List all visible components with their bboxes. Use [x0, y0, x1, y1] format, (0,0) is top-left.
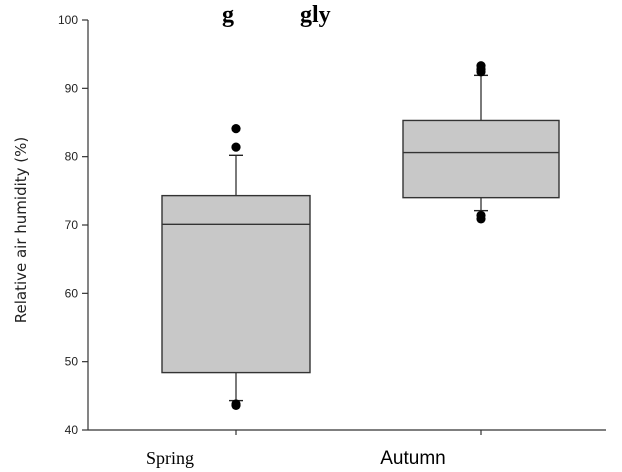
axes: 40 50 60 70 80 90 100	[58, 13, 606, 437]
boxes	[161, 61, 560, 410]
y-tick-label-100: 100	[58, 13, 78, 27]
box-iqr-autumn	[402, 119, 560, 199]
y-axis-title: Relative air humidity (%)	[12, 137, 30, 324]
y-tick-label-70: 70	[65, 218, 79, 232]
y-tick-label-60: 60	[65, 286, 79, 300]
outlier-spring-4	[231, 124, 241, 134]
box-autumn	[402, 61, 560, 224]
x-category-label-spring: Spring	[146, 448, 194, 468]
y-tick-label-50: 50	[65, 355, 79, 369]
box-spring	[161, 124, 311, 410]
outlier-autumn-5	[476, 61, 486, 71]
labels: Relative air humidity (%) Spring Autumn	[12, 137, 446, 469]
y-tick-label-40: 40	[65, 423, 79, 437]
y-tick-label-80: 80	[65, 150, 79, 164]
chart-title-fragment: g gly	[222, 2, 331, 28]
outlier-spring-3	[231, 142, 241, 152]
y-tick-label-90: 90	[65, 81, 79, 95]
x-category-label-autumn: Autumn	[380, 448, 445, 469]
outlier-spring-2	[231, 400, 241, 410]
box-iqr-spring	[161, 194, 311, 374]
outlier-autumn-2	[476, 214, 486, 224]
